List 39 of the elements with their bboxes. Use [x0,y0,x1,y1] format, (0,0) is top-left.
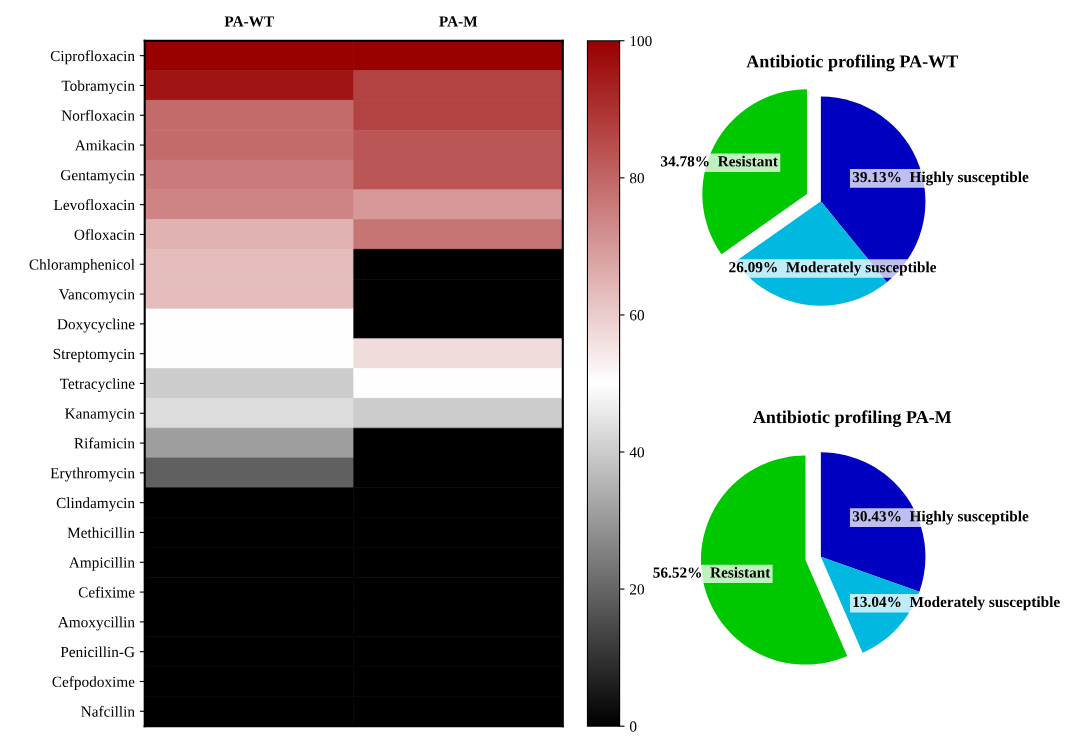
y-tick-label: Ciprofloxacin [50,50,135,65]
slice-label: 26.09% Moderately susceptible [729,261,937,276]
y-tick-label: Levofloxacin [53,199,135,211]
y-tick-label: Nafcillin [81,705,135,717]
y-tick-label: Ampicillin [68,556,135,571]
y-tick-label: Doxycycline [57,318,135,333]
color-bar-label: 100 [630,35,652,47]
y-tick-label: Gentamycin [60,170,135,184]
y-tick-label: Vancomycin [58,289,135,303]
chart-title: Antibiotic profiling PA-WT [746,54,958,72]
chart-title: Antibiotic profiling PA-M [752,410,952,427]
y-tick-label: Penicillin-G [60,646,135,658]
y-tick-label: Tetracycline [60,378,135,393]
color-bar-label: 20 [630,584,645,595]
y-tick-label: Norfloxacin [61,109,135,121]
slice-label: 34.78% Resistant [660,155,778,167]
y-tick-label: Kanamycin [65,408,135,422]
x-tick-label: PA-M [439,16,478,27]
y-tick-label: Cefpodoxime [52,676,135,691]
y-tick-label: Methicillin [67,527,135,538]
y-tick-label: Erythromycin [50,467,135,482]
x-tick-label: PA-WT [224,16,274,27]
y-tick-label: Chloramphenicol [29,258,135,273]
color-bar-label: 60 [629,310,645,321]
slice-label: 13.04% Moderately susceptible [853,596,1060,611]
y-tick-label: Clindamycin [56,497,135,512]
slice-label: 56.52% Resistant [653,566,771,578]
y-tick-label: Rifamicin [74,437,135,449]
y-tick-label: Amoxycillin [57,616,135,631]
y-tick-label: Tobramycin [61,80,135,95]
color-bar-label: 0 [629,721,637,732]
color-bar-label: 80 [629,172,645,184]
y-tick-label: Streptomycin [53,348,135,363]
color-bar-label: 40 [629,447,645,458]
slice-label: 39.13% Highly susceptible [852,171,1029,186]
y-tick-label: Ofloxacin [74,229,135,240]
slice-label: 30.43% Highly susceptible [852,510,1029,525]
y-tick-label: Cefixime [78,586,135,598]
y-tick-label: Amikacin [74,139,135,151]
